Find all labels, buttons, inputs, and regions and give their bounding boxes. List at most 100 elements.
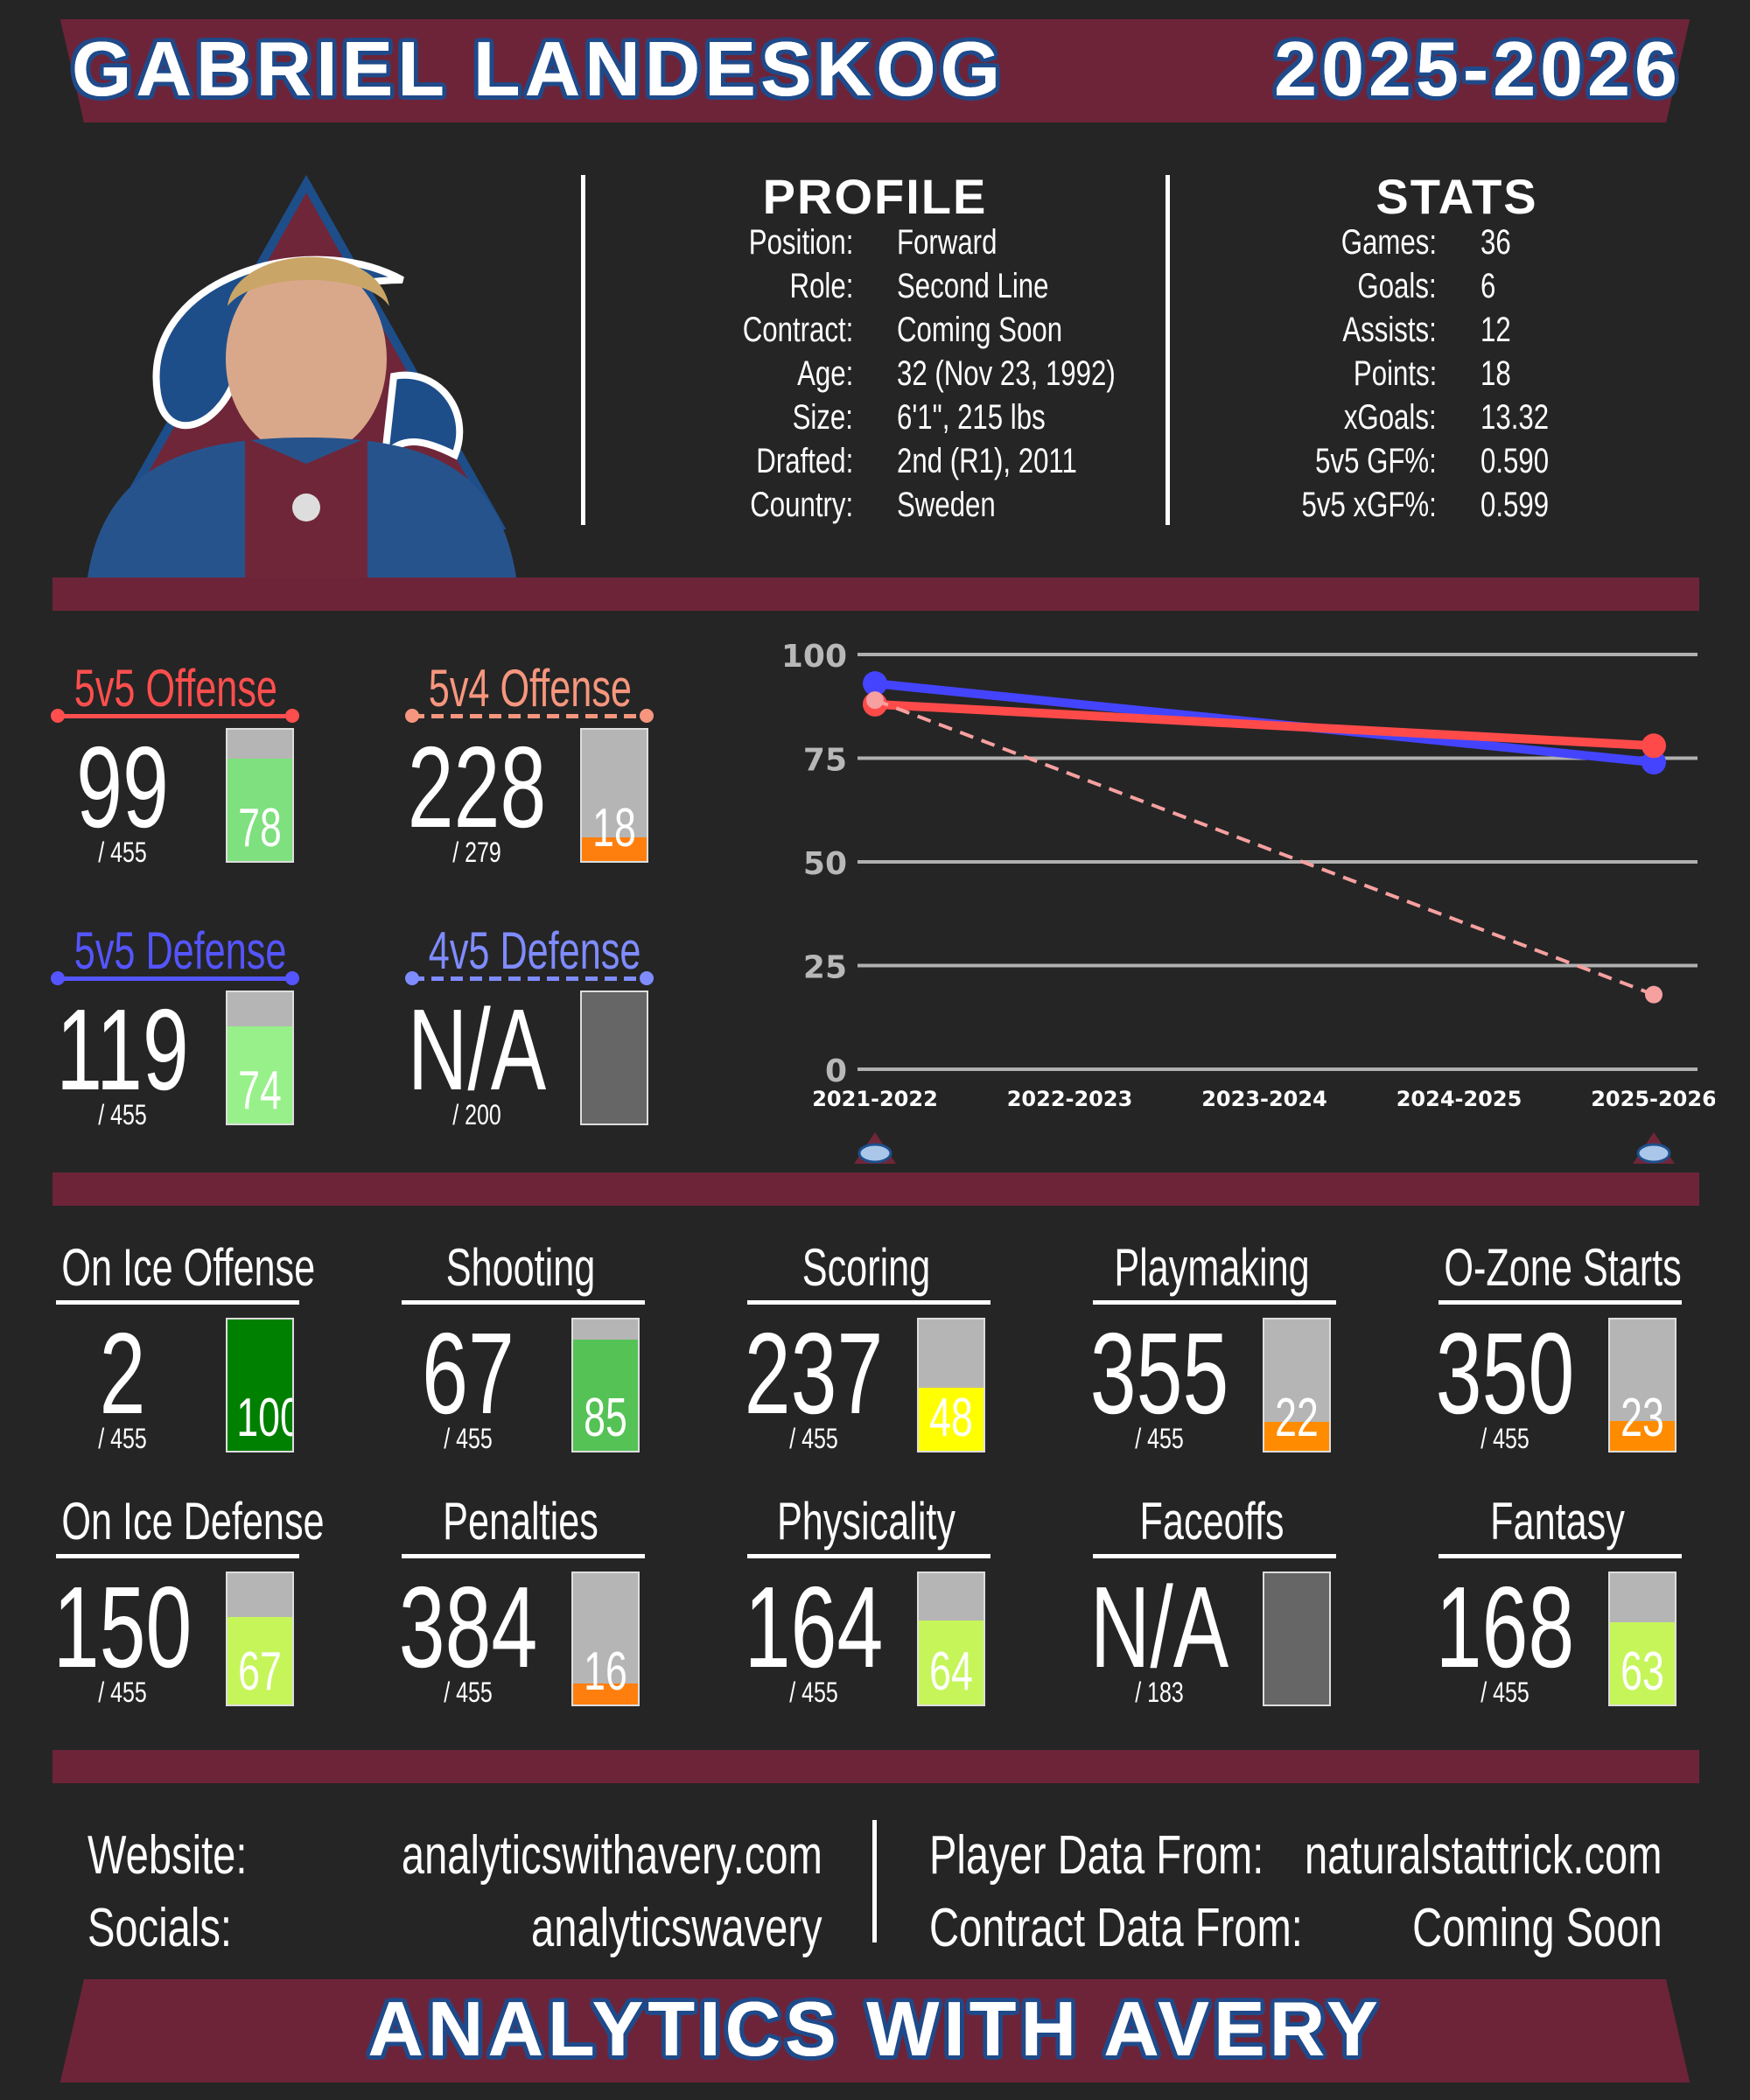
section-divider	[52, 1172, 1699, 1206]
line-endpoint	[640, 709, 654, 723]
metric-label: 5v4 Offense	[428, 659, 632, 718]
profile-heading: PROFILE	[762, 169, 988, 224]
metric-label: Physicality	[776, 1492, 956, 1550]
percentile-bar	[580, 990, 648, 1125]
line-endpoint	[51, 971, 65, 985]
percentile-value: 48	[929, 1388, 973, 1448]
row-label: Assists:	[1342, 311, 1437, 349]
contract-data-source: Coming Soon	[1412, 1898, 1662, 1958]
percentile-bar: 85	[571, 1318, 640, 1452]
metric-rank: 150	[52, 1563, 192, 1691]
line-endpoint	[51, 709, 65, 723]
metric-underline	[1093, 1300, 1336, 1305]
row-label: Drafted:	[756, 442, 853, 480]
metric-rank: 164	[744, 1563, 884, 1691]
metric-label: Scoring	[802, 1238, 931, 1297]
metric-rank: 119	[56, 985, 189, 1114]
x-tick-label: 2022-2023	[1007, 1087, 1133, 1111]
row-value: Sweden	[897, 486, 996, 524]
metric-denominator: / 200	[452, 1099, 501, 1130]
metric-rank: 99	[76, 723, 169, 851]
row-label: 5v5 xGF%:	[1301, 486, 1437, 524]
metric-denominator: / 455	[444, 1423, 493, 1454]
row-value: 0.599	[1480, 486, 1550, 524]
trend-chart: 0 25 50 75 100 2021-2022 2022-2023 2023-2024 202…	[781, 639, 1715, 1164]
percentile-value: 67	[238, 1642, 282, 1702]
metric-underline	[402, 1300, 645, 1305]
data-point	[866, 691, 884, 710]
metric-rank: 350	[1435, 1309, 1575, 1438]
player-name: GABRIEL LANDESKOG	[72, 25, 1005, 112]
row-label: Goals:	[1357, 267, 1437, 305]
percentile-fill	[228, 1026, 292, 1124]
row-value: 36	[1480, 223, 1511, 262]
row-label: 5v5 GF%:	[1315, 442, 1437, 480]
contract-data-label: Contract Data From:	[929, 1898, 1303, 1958]
metric-label: Playmaking	[1114, 1238, 1310, 1297]
socials-link[interactable]: analyticswavery	[531, 1898, 822, 1958]
percentile-bar: 48	[917, 1318, 985, 1452]
percentile-bar: 64	[917, 1572, 985, 1706]
percentile-bar: 18	[580, 728, 648, 863]
metric-rank: 2	[99, 1309, 146, 1438]
metric-denominator: / 455	[1480, 1423, 1530, 1454]
season-label: 2025-2026	[1274, 25, 1682, 112]
percentile-fill	[919, 1388, 984, 1451]
row-label: Contract:	[742, 311, 853, 349]
percentile-fill	[1610, 1621, 1675, 1704]
metric-rank: 355	[1089, 1309, 1229, 1438]
metric-label: Penalties	[443, 1492, 598, 1550]
percentile-bar: 23	[1608, 1318, 1676, 1452]
percentile-bar: 63	[1608, 1572, 1676, 1706]
website-link[interactable]: analyticswithavery.com	[402, 1825, 822, 1886]
percentile-value: 64	[929, 1642, 973, 1702]
metric-denominator: / 455	[1480, 1676, 1530, 1708]
metric-label: Shooting	[445, 1238, 596, 1297]
percentile-fill	[919, 1620, 984, 1704]
metric-label: O-Zone Starts	[1444, 1238, 1682, 1297]
metric-underline	[1438, 1300, 1682, 1305]
metric-label: Faceoffs	[1139, 1492, 1284, 1550]
x-tick-label: 2024-2025	[1396, 1087, 1522, 1111]
metric-denominator: / 455	[789, 1423, 838, 1454]
metric-underline	[56, 1300, 299, 1305]
brand-name: ANALYTICS WITH AVERY	[368, 1985, 1382, 2072]
player-photo	[88, 175, 516, 578]
player-data-source[interactable]: naturalstattrick.com	[1305, 1825, 1662, 1886]
metric-rank: N/A	[1089, 1563, 1229, 1691]
percentile-value: 23	[1620, 1388, 1664, 1448]
percentile-value: 63	[1620, 1642, 1664, 1702]
row-value: 0.590	[1480, 442, 1550, 480]
metric-underline	[412, 714, 647, 718]
line-endpoint	[640, 971, 654, 985]
footer-banner	[60, 1979, 1690, 2082]
row-label: xGoals:	[1344, 398, 1437, 437]
divider	[1166, 175, 1170, 525]
metric-underline	[1438, 1554, 1682, 1558]
stats-heading: STATS	[1376, 169, 1538, 224]
line-endpoint	[405, 971, 419, 985]
x-tick-label: 2025-2026	[1591, 1087, 1715, 1111]
row-value: 13.32	[1480, 398, 1550, 437]
team-logo-icon	[854, 1132, 896, 1164]
y-tick-label: 0	[825, 1054, 847, 1089]
metric-denominator: / 455	[98, 836, 147, 868]
percentile-value: 16	[584, 1642, 627, 1702]
y-tick-label: 50	[803, 846, 847, 882]
row-label: Age:	[796, 354, 853, 393]
percentile-bar	[1263, 1572, 1331, 1706]
row-value: Second Line	[897, 267, 1049, 305]
metric-denominator: / 183	[1135, 1676, 1184, 1708]
metric-underline	[58, 714, 292, 718]
y-tick-label: 25	[803, 950, 847, 986]
metric-label: 5v5 Defense	[74, 921, 287, 980]
percentile-fill	[573, 1684, 638, 1704]
series-line	[874, 698, 1655, 997]
x-tick-label: 2023-2024	[1201, 1087, 1327, 1111]
team-logo-icon	[1633, 1132, 1675, 1164]
metric-underline	[747, 1554, 990, 1558]
metric-denominator: / 455	[98, 1676, 147, 1708]
row-label: Role:	[789, 267, 853, 305]
percentile-bar: 16	[571, 1572, 640, 1706]
row-value: 6'1", 215 lbs	[897, 398, 1046, 437]
